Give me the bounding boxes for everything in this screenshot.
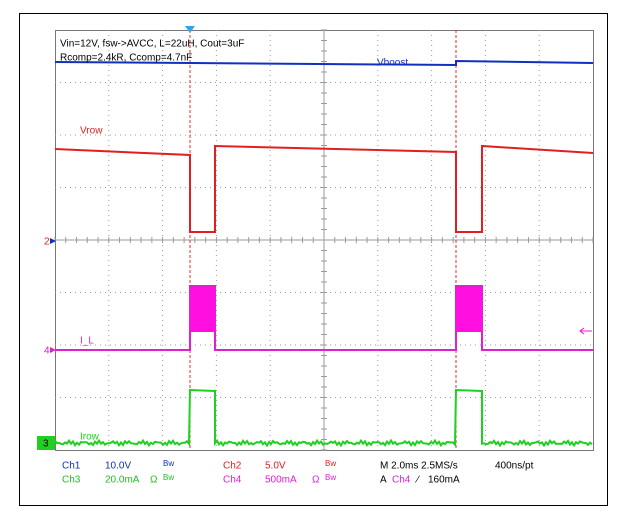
- trigger-level: [579, 327, 585, 335]
- status-text: M 2.0ms 2.5MS/s: [380, 461, 458, 472]
- channel-marker-box: [37, 436, 55, 450]
- channel-marker: 4: [44, 346, 50, 357]
- status-text: Ch4: [223, 475, 242, 486]
- status-text: Ch3: [62, 475, 81, 486]
- trace-label: Vrow: [80, 126, 103, 137]
- status-text: Ω: [150, 475, 158, 486]
- trace-label: Irow: [80, 432, 100, 443]
- status-text: Ch1: [62, 461, 81, 472]
- status-text: Ω: [312, 475, 320, 486]
- status-text: 160mA: [428, 475, 460, 486]
- channel-marker: 3: [43, 439, 49, 450]
- trigger-position: [185, 26, 195, 33]
- status-text: Ch4: [392, 475, 411, 486]
- status-text: 5.0V: [265, 461, 286, 472]
- setup-text: Vin=12V, fsw->AVCC, L=22uH, Cout=3uF: [60, 39, 244, 50]
- status-text: Bw: [163, 459, 174, 468]
- vboost-trace: [54, 59, 594, 67]
- status-text: 500mA: [265, 475, 297, 486]
- status-text: Bw: [325, 473, 336, 482]
- il-ripple: [456, 287, 482, 332]
- status-text: 400ns/pt: [495, 461, 534, 472]
- status-text: A: [380, 475, 387, 486]
- setup-text: Rcomp=2.4kR, Ccomp=4.7nF: [60, 53, 192, 64]
- status-text: Bw: [163, 473, 174, 482]
- irow-trace: [54, 388, 593, 448]
- vrow-trace: [54, 144, 594, 233]
- il-ripple: [190, 287, 215, 332]
- frame: [19, 13, 608, 506]
- channel-marker-arrow: [50, 347, 56, 353]
- graticule: [54, 29, 594, 451]
- status-text: Bw: [325, 459, 336, 468]
- status-text: Ch2: [223, 461, 242, 472]
- trace-label: Vboost: [377, 58, 408, 69]
- status-text: 10.0V: [105, 461, 131, 472]
- status-text: 20.0mA: [105, 475, 140, 486]
- trace-label: I_L: [80, 336, 94, 347]
- channel-marker-arrow: [50, 238, 56, 244]
- status-text: ∕: [414, 475, 420, 486]
- channel-marker: 2: [44, 237, 50, 248]
